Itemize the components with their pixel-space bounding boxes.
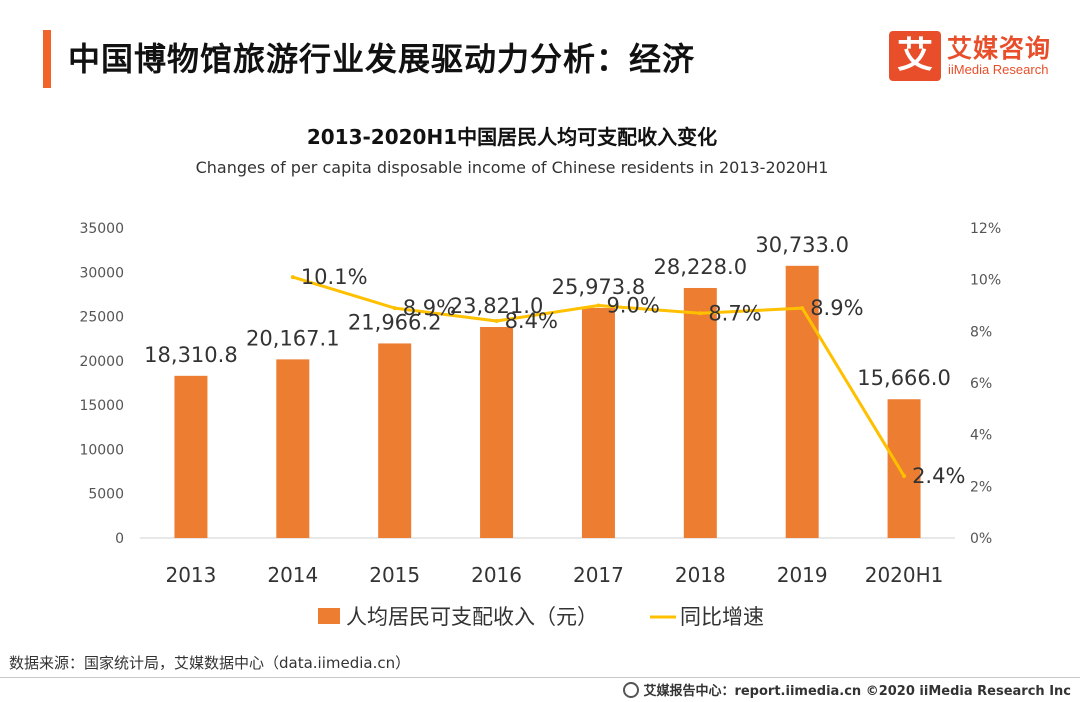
footer-credit: 艾媒报告中心：report.iimedia.cn ©2020 iiMedia R… — [623, 680, 1071, 699]
y-left-tick-label: 5000 — [88, 487, 124, 503]
y-left-tick-label: 25000 — [79, 310, 124, 326]
iimedia-logo: 艾 艾媒咨询 iiMedia Research — [889, 31, 1059, 83]
legend-line-label: 同比增速 — [680, 605, 764, 629]
footer-text: 艾媒报告中心：report.iimedia.cn ©2020 iiMedia R… — [643, 684, 1071, 699]
x-tick-label: 2013 — [165, 563, 216, 587]
growth-value-label: 10.1% — [301, 265, 368, 289]
legend-bar-swatch — [318, 608, 340, 624]
growth-point — [392, 306, 397, 311]
x-tick-label: 2016 — [471, 563, 522, 587]
y-right-tick-label: 12% — [970, 221, 1001, 237]
x-tick-label: 2015 — [369, 563, 420, 587]
y-left-tick-label: 35000 — [79, 221, 124, 237]
bar-value-label: 28,228.0 — [654, 255, 748, 279]
growth-value-label: 8.7% — [708, 301, 761, 325]
bar — [480, 327, 514, 538]
y-right-tick-label: 8% — [970, 324, 992, 340]
x-tick-label: 2020H1 — [865, 563, 944, 587]
income-chart: 0 5000 10000 15000 20000 25000 30000 35000 0% 2% 4… — [79, 221, 1001, 629]
bar — [378, 343, 412, 538]
globe-icon — [623, 682, 640, 698]
bar-value-label: 21,966.2 — [348, 310, 442, 334]
bar-value-label: 15,666.0 — [857, 366, 951, 390]
y-right-tick-label: 0% — [970, 531, 992, 547]
x-tick-label: 2014 — [267, 563, 318, 587]
bar — [276, 359, 310, 538]
bar-value-label: 18,310.8 — [144, 343, 238, 367]
logo-name-en: iiMedia Research — [948, 62, 1049, 77]
logo-name-cn: 艾媒咨询 — [947, 34, 1052, 63]
y-left-tick-label: 20000 — [79, 354, 124, 370]
growth-value-label: 8.9% — [810, 296, 863, 320]
bar — [683, 287, 717, 538]
growth-value-label: 8.4% — [505, 309, 558, 333]
y-left-tick-label: 15000 — [79, 398, 124, 414]
growth-point — [494, 319, 499, 323]
bar — [174, 375, 208, 538]
y-right-tick-label: 10% — [970, 273, 1001, 289]
growth-value-label: 2.4% — [912, 464, 965, 488]
y-right-tick-label: 4% — [970, 428, 992, 444]
growth-point — [800, 306, 805, 311]
logo-mark: 艾 — [889, 31, 941, 81]
growth-point — [698, 311, 703, 316]
title-accent-bar — [43, 30, 51, 88]
legend-bar-label: 人均居民可支配收入（元） — [346, 605, 598, 629]
chart-title: 2013-2020H1中国居民人均可支配收入变化 — [306, 125, 718, 149]
y-left-tick-label: 10000 — [79, 442, 124, 458]
bar-value-label: 30,733.0 — [755, 233, 849, 257]
y-left-tick-label: 0 — [115, 531, 124, 547]
growth-point — [290, 275, 295, 280]
page-title: 中国博物馆旅游行业发展驱动力分析：经济 — [68, 40, 696, 78]
bar — [581, 307, 615, 538]
x-tick-label: 2019 — [777, 563, 828, 587]
y-right-tick-label: 6% — [970, 376, 992, 392]
growth-value-label: 8.9% — [403, 296, 456, 320]
chart-subtitle: Changes of per capita disposable income … — [195, 158, 829, 177]
bar-value-label: 25,973.8 — [552, 275, 646, 299]
bar — [785, 265, 819, 538]
bar-value-label: 23,821.0 — [450, 294, 544, 318]
growth-point — [902, 474, 907, 478]
bar-value-label: 20,167.1 — [246, 326, 340, 350]
y-right-tick-label: 2% — [970, 479, 992, 495]
y-left-tick-label: 30000 — [79, 265, 124, 281]
data-source: 数据来源：国家统计局，艾媒数据中心（data.iimedia.cn） — [9, 654, 411, 672]
growth-point — [596, 303, 601, 308]
x-tick-label: 2017 — [573, 563, 624, 587]
x-tick-label: 2018 — [675, 563, 726, 587]
footer-divider — [0, 677, 1080, 678]
bar — [887, 399, 921, 538]
growth-value-label: 9.0% — [606, 294, 659, 318]
